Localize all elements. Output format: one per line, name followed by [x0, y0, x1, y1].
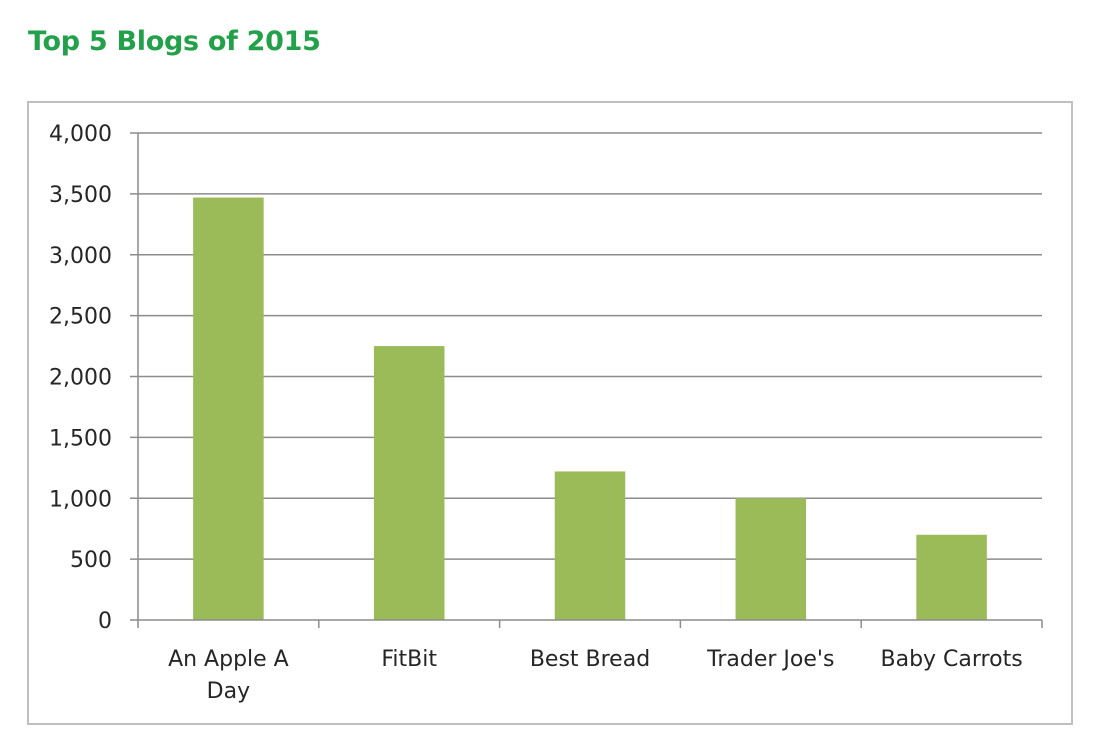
bars [193, 197, 987, 620]
y-tick-label: 4,000 [49, 122, 112, 147]
y-tick-label: 3,500 [49, 183, 112, 208]
bar [554, 471, 626, 620]
x-category-label: Trader Joe's [706, 647, 834, 672]
y-tick-label: 2,000 [49, 366, 112, 391]
chart-title: Top 5 Blogs of 2015 [28, 26, 321, 57]
gridlines [138, 132, 1042, 560]
y-tick-label: 3,000 [49, 244, 112, 269]
y-tick-label: 0 [98, 609, 112, 634]
x-category-label: An Apple A [168, 647, 289, 672]
y-tick-label: 500 [70, 548, 112, 573]
bar [193, 197, 264, 620]
x-category-label: Day [207, 679, 250, 704]
y-axis-tick-labels: 0 500 1,000 1,500 2,000 2,500 3,000 3,500 4,000 [49, 122, 112, 634]
bar [373, 346, 445, 620]
x-category-label: Baby Carrots [881, 647, 1023, 672]
bar [916, 534, 987, 620]
y-tick-label: 1,500 [49, 426, 112, 451]
x-category-label: Best Bread [530, 647, 650, 672]
y-tick-label: 2,500 [49, 305, 112, 330]
x-axis-category-labels: An Apple A Day FitBit Best Bread Trader Joe'… [168, 647, 1023, 704]
x-category-label: FitBit [381, 647, 437, 672]
y-tick-label: 1,000 [49, 487, 112, 512]
axes [130, 132, 1043, 628]
bar [735, 498, 807, 620]
